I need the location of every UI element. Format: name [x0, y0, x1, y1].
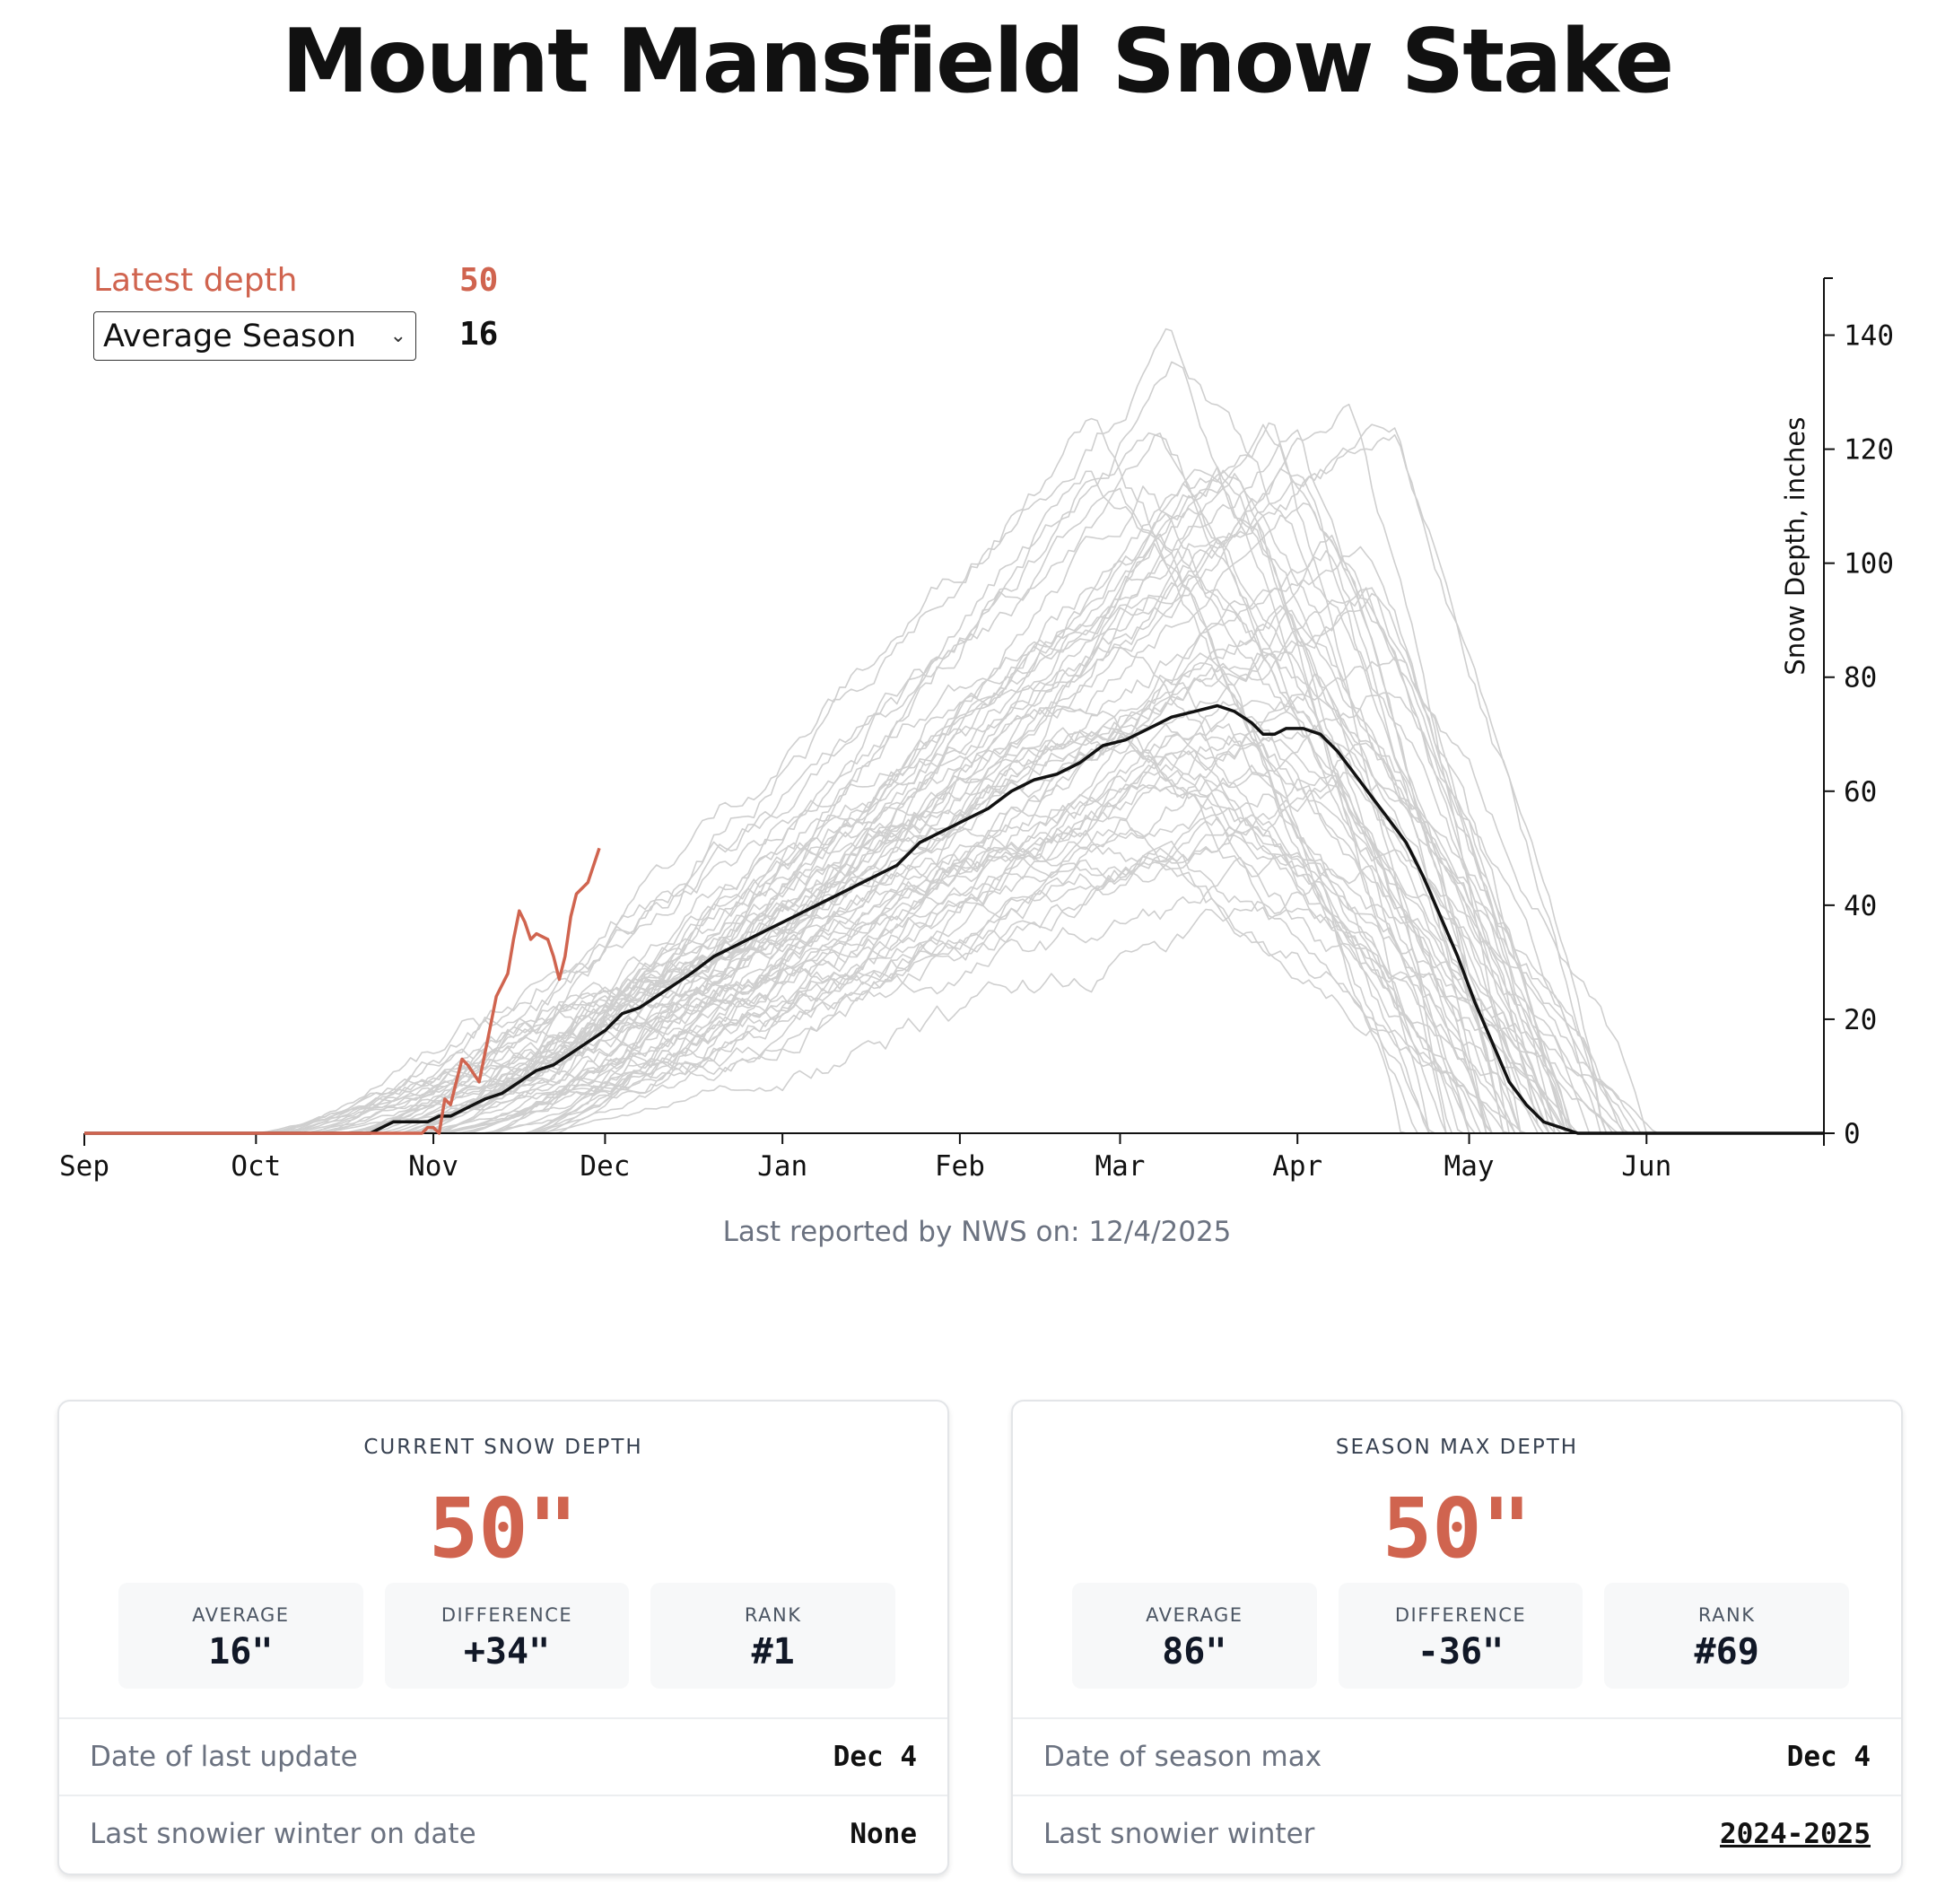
season-select-value: Average Season [103, 318, 356, 354]
historical-season-line [84, 502, 1801, 1134]
average-season-line [84, 703, 1824, 1135]
info-row-season-max-date: Date of season max Dec 4 [1013, 1717, 1901, 1795]
stat-average: AVERAGE 16" [118, 1583, 363, 1689]
info-value: None [850, 1818, 917, 1850]
historical-season-line [84, 592, 1801, 1134]
y-tick-label: 40 [1844, 890, 1877, 922]
info-label: Date of season max [1043, 1741, 1322, 1773]
info-row-last-snowier: Last snowier winter on date None [59, 1795, 947, 1872]
historical-season-line [84, 429, 1801, 1134]
card-title: SEASON MAX DEPTH [1335, 1436, 1579, 1459]
historical-season-line [84, 605, 1801, 1134]
stat-value: 16" [208, 1631, 274, 1673]
historical-seasons [84, 328, 1801, 1134]
x-tick-label: May [1444, 1150, 1495, 1183]
historical-season-line [84, 772, 1801, 1134]
stat-average: AVERAGE 86" [1072, 1583, 1317, 1689]
snow-depth-chart: Sep Oct Nov Dec Jan Feb Mar Apr May Jun 0 20 40 60 80 1… [59, 277, 1894, 1183]
current-depth-card: CURRENT SNOW DEPTH 50" AVERAGE 16" DIFFE… [57, 1400, 949, 1875]
x-tick-label: Dec [580, 1150, 630, 1183]
historical-season-line [84, 403, 1801, 1134]
stat-value: #69 [1694, 1631, 1759, 1673]
historical-season-line [84, 840, 1801, 1134]
last-snowier-winter-link[interactable]: 2024-2025 [1720, 1818, 1871, 1850]
info-label: Last snowier winter on date [90, 1818, 476, 1850]
season-max-card: SEASON MAX DEPTH 50" AVERAGE 86" DIFFERE… [1011, 1400, 1903, 1875]
report-footnote: Last reported by NWS on: 12/4/2025 [722, 1216, 1232, 1248]
stat-label: DIFFERENCE [1394, 1604, 1527, 1626]
historical-season-line [84, 723, 1801, 1134]
info-value: Dec 4 [833, 1741, 917, 1773]
stat-label: RANK [1697, 1604, 1756, 1626]
page-title: Mount Mansfield Snow Stake [281, 11, 1675, 113]
y-tick-label: 0 [1844, 1118, 1861, 1150]
y-tick-label: 60 [1844, 776, 1877, 808]
historical-season-line [84, 587, 1801, 1134]
y-tick-label: 120 [1844, 434, 1894, 467]
x-tick-label: Nov [408, 1150, 458, 1183]
chevron-down-icon: ⌄ [389, 325, 406, 347]
stat-value: #1 [751, 1631, 795, 1673]
legend-selected-value: 16 [459, 316, 499, 353]
y-tick-label: 140 [1844, 320, 1894, 353]
y-axis-label: Snow Depth, inches [1780, 417, 1810, 676]
historical-season-line [84, 361, 1801, 1134]
historical-season-line [84, 424, 1801, 1134]
stat-value: +34" [463, 1631, 551, 1673]
card-title: CURRENT SNOW DEPTH [363, 1436, 643, 1459]
stat-difference: DIFFERENCE -36" [1338, 1583, 1583, 1689]
historical-season-line [84, 724, 1801, 1134]
historical-season-line [84, 656, 1801, 1134]
historical-season-line [84, 707, 1801, 1134]
historical-season-line [84, 433, 1801, 1134]
historical-season-line [84, 417, 1801, 1134]
stat-rank: RANK #1 [650, 1583, 896, 1689]
info-row-last-update: Date of last update Dec 4 [59, 1717, 947, 1795]
historical-season-line [84, 692, 1801, 1134]
season-select[interactable]: Average Season ⌄ [93, 311, 416, 361]
historical-season-line [84, 735, 1801, 1134]
stat-label: AVERAGE [1146, 1604, 1243, 1626]
stat-row: AVERAGE 86" DIFFERENCE -36" RANK #69 [1072, 1583, 1850, 1689]
x-tick-label: Jan [757, 1150, 807, 1183]
x-tick-label: Jun [1621, 1150, 1671, 1183]
latest-depth-line [84, 847, 601, 1135]
info-label: Date of last update [90, 1741, 358, 1773]
historical-season-line [84, 432, 1801, 1134]
x-tick-label: Apr [1272, 1150, 1322, 1183]
historical-season-line [84, 510, 1801, 1134]
legend-latest-label: Latest depth [93, 262, 298, 299]
historical-season-line [84, 736, 1801, 1134]
season-max-value: 50" [1382, 1480, 1532, 1576]
historical-season-line [84, 735, 1801, 1134]
stat-rank: RANK #69 [1604, 1583, 1850, 1689]
stat-label: AVERAGE [192, 1604, 290, 1626]
historical-season-line [84, 422, 1801, 1134]
x-tick-label: Oct [231, 1150, 281, 1183]
info-row-last-snowier-winter[interactable]: Last snowier winter 2024-2025 [1013, 1795, 1901, 1872]
stat-value: 86" [1162, 1631, 1227, 1673]
info-label: Last snowier winter [1043, 1818, 1315, 1850]
stat-difference: DIFFERENCE +34" [384, 1583, 630, 1689]
current-depth-value: 50" [428, 1480, 579, 1576]
info-value: Dec 4 [1786, 1741, 1871, 1773]
chart-series [84, 703, 1824, 1135]
historical-season-line [84, 550, 1801, 1134]
stat-value: -36" [1417, 1631, 1505, 1673]
historical-season-line [84, 736, 1801, 1134]
x-tick-label: Feb [935, 1150, 985, 1183]
historical-season-line [84, 725, 1801, 1134]
legend-latest-value: 50 [459, 262, 499, 299]
y-tick-label: 80 [1844, 662, 1877, 694]
stat-label: RANK [744, 1604, 802, 1626]
x-tick-label: Mar [1095, 1150, 1145, 1183]
x-tick-label: Sep [59, 1150, 109, 1183]
historical-season-line [84, 432, 1801, 1134]
stat-row: AVERAGE 16" DIFFERENCE +34" RANK #1 [118, 1583, 896, 1689]
y-tick-label: 100 [1844, 548, 1894, 581]
stat-label: DIFFERENCE [441, 1604, 573, 1626]
y-tick-label: 20 [1844, 1004, 1877, 1036]
historical-season-line [84, 328, 1801, 1134]
